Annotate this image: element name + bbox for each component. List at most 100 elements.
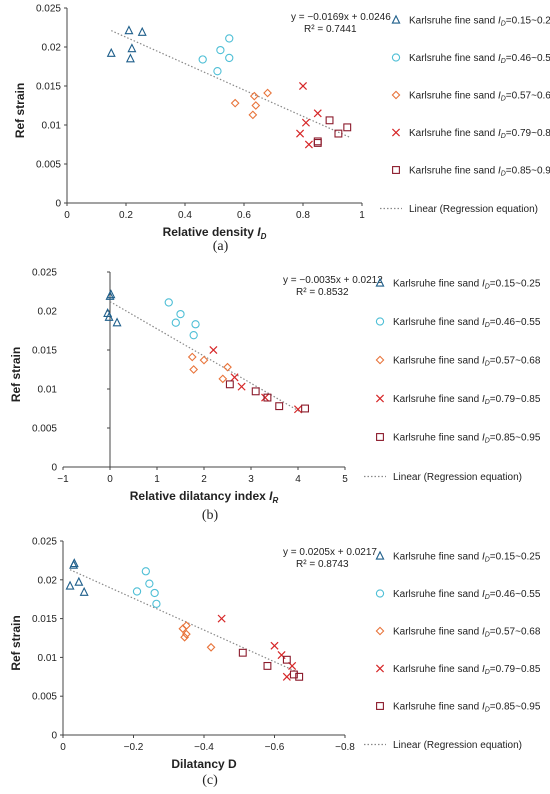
data-point [74,576,84,586]
panel-caption: (c) [202,773,218,788]
data-point [275,402,284,411]
x-tick-label: 1 [154,474,160,485]
x-axis-label: Relative dilatancy index IR [130,489,279,505]
legend-label: Karlsruhe fine sand ID=0.57~0.68 [393,356,541,368]
series-1 [106,25,147,63]
x-tick-label: 0 [60,742,66,753]
y-tick-label: 0.02 [42,43,62,54]
legend-label: Karlsruhe fine sand ID=0.46~0.55 [409,53,550,65]
chart-panel-2: −1 0 1 2 3 4 500.0050.010.0150.020.025Relative… [9,268,541,524]
y-tick-label: 0.015 [36,82,61,93]
legend: Karlsruhe fine sand ID=0.15~0.25 Karlsruh… [364,277,541,483]
legend-marker [375,589,385,598]
data-point [127,43,137,53]
series-4 [209,345,303,414]
data-point [104,311,114,321]
data-point [106,289,116,299]
regression-equation: y = 0.0205x + 0.0217 [283,547,377,558]
data-point [137,26,147,36]
data-point [295,672,304,681]
legend-marker [376,433,384,441]
x-axis-label: Dilatancy D [171,757,237,771]
legend-marker [391,53,401,62]
y-tick-label: 0.01 [38,385,58,396]
data-point [209,345,218,355]
r-squared: R² = 0.8743 [296,559,349,570]
y-tick-label: 0.025 [32,268,57,279]
y-tick-label: 0 [55,199,61,210]
legend-trendline-label: Linear (Regression equation) [393,740,522,751]
data-point [180,632,189,642]
data-point [225,34,234,43]
series-2 [198,34,234,76]
data-point [199,355,209,365]
panel-caption: (a) [213,239,229,254]
legend-label: Karlsruhe fine sand ID=0.79~0.85 [393,664,541,676]
y-tick-label: 0.01 [42,121,62,132]
data-point [225,380,234,389]
series-2 [132,567,161,609]
series-1 [103,289,122,327]
data-point [225,53,234,63]
legend-label: Karlsruhe fine sand ID=0.79~0.85 [409,128,550,140]
data-point [152,599,161,609]
data-point [313,109,322,118]
data-point [69,558,79,568]
x-tick-label: −1 [57,474,69,485]
y-tick-label: 0.005 [32,692,57,703]
data-point [125,53,135,63]
panel-caption: (b) [202,508,219,523]
data-point [141,567,150,576]
data-point [145,579,154,588]
data-point [261,393,270,402]
data-point [230,98,240,108]
data-point [334,129,343,138]
legend: Karlsruhe fine sand ID=0.15~0.25 Karlsruh… [364,550,541,751]
legend-marker [375,277,385,287]
data-point [132,587,142,596]
x-tick-label: −0.2 [124,742,144,753]
data-point [238,648,247,657]
chart-panel-3: 0 −0.2 −0.4 −0.6 −0.8 0 0.005 0.01 0.015 0.02 0.02… [9,537,541,789]
data-point [251,101,261,110]
data-point [263,393,272,402]
legend-marker [391,14,401,24]
legend-label: Karlsruhe fine sand ID=0.15~0.25 [393,279,541,291]
data-point [79,586,89,596]
data-point [325,116,334,125]
r-squared: R² = 0.8532 [296,287,349,298]
legend-marker [375,626,385,636]
legend-marker [392,166,400,174]
data-point [304,140,313,149]
data-point [216,45,225,55]
data-point [171,318,180,327]
legend-label: Karlsruhe fine sand ID=0.79~0.85 [393,394,541,406]
legend-marker [375,550,385,560]
series-3 [178,621,216,652]
x-tick-label: 0.2 [119,210,133,221]
series-1 [65,558,89,596]
data-point [301,404,309,413]
series-4 [217,614,297,681]
trendline [69,569,300,674]
legend-label: Karlsruhe fine sand ID=0.15~0.25 [393,552,541,564]
data-point [181,629,191,639]
data-point [282,672,291,681]
data-point [198,55,207,64]
data-point [251,387,260,396]
y-tick-label: 0.025 [36,4,61,15]
x-tick-label: −0.6 [265,742,285,753]
series-3 [230,88,272,120]
y-tick-label: 0.01 [38,653,58,664]
y-axis-label: Ref strain [13,83,27,138]
y-tick-label: 0.02 [38,575,58,586]
data-point [248,110,258,120]
data-point [112,317,122,327]
y-tick-label: 0.005 [32,424,57,435]
x-tick-label: 0.6 [237,210,251,221]
legend-marker [391,128,401,137]
legend-marker [375,317,385,326]
trendline [111,30,351,139]
x-tick-label: 4 [295,474,301,485]
